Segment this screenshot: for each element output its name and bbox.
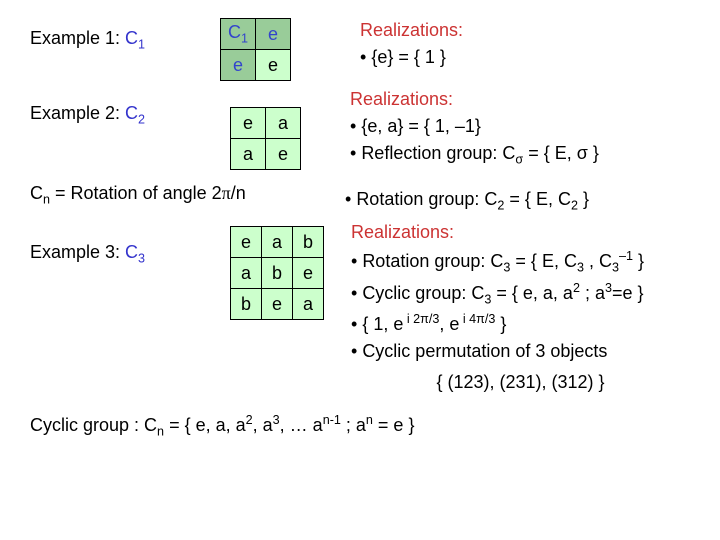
realization-item: Cyclic group: C3 = { e, a, a2 ; a3=e } [351, 281, 690, 307]
example-1-group: C1 [125, 28, 145, 48]
table-cell: e [231, 108, 266, 139]
table-cell: a [262, 227, 293, 258]
table-cell: C1 [221, 19, 256, 50]
cayley-table-c1: C1eee [220, 18, 291, 81]
cayley-table-c3: eababebea [230, 226, 324, 320]
realizations-title-2: Realizations: [350, 89, 690, 110]
realizations-list-2: {e, a} = { 1, –1} Reflection group: Cσ =… [350, 116, 690, 167]
rotation-definition: Cn = Rotation of angle 2π/n [30, 183, 246, 203]
example-3-group: C3 [125, 242, 145, 262]
example-1-prefix: Example 1: [30, 28, 125, 48]
realization-item: {e, a} = { 1, –1} [350, 116, 690, 137]
table-cell: a [293, 289, 324, 320]
realizations-title-3: Realizations: [351, 222, 690, 243]
rotation-bullet-list: Rotation group: C2 = { E, C2 } [345, 189, 690, 213]
table-cell: b [231, 289, 262, 320]
example-2-group: C2 [125, 103, 145, 123]
table-cell: a [231, 258, 262, 289]
realization-item: { 1, e i 2π/3, e i 4π/3 } [351, 312, 690, 335]
table-cell: a [231, 139, 266, 170]
example-2-prefix: Example 2: [30, 103, 125, 123]
permutation-set: { (123), (231), (312) } [351, 372, 690, 393]
realizations-list-3: Rotation group: C3 = { E, C3 , C3–1 } Cy… [351, 249, 690, 362]
realizations-title-1: Realizations: [360, 20, 690, 41]
table-cell: a [266, 108, 301, 139]
realization-item: Rotation group: C3 = { E, C3 , C3–1 } [351, 249, 690, 275]
example-3-label: Example 3: C3 [30, 242, 145, 262]
table-cell: e [262, 289, 293, 320]
realization-item: Reflection group: Cσ = { E, σ } [350, 143, 690, 167]
table-cell: e [256, 50, 291, 81]
table-cell: b [293, 227, 324, 258]
table-cell: b [262, 258, 293, 289]
table-cell: e [256, 19, 291, 50]
realizations-list-1: {e} = { 1 } [360, 47, 690, 68]
table-cell: e [231, 227, 262, 258]
example-2-label: Example 2: C2 [30, 103, 145, 123]
example-3-prefix: Example 3: [30, 242, 125, 262]
table-cell: e [293, 258, 324, 289]
realization-item: Rotation group: C2 = { E, C2 } [345, 189, 690, 213]
cyclic-group-definition: Cyclic group : Cn = { e, a, a2, a3, … an… [30, 413, 690, 439]
realization-item: {e} = { 1 } [360, 47, 690, 68]
table-cell: e [266, 139, 301, 170]
realization-item: Cyclic permutation of 3 objects [351, 341, 690, 362]
example-1-label: Example 1: C1 [30, 28, 145, 48]
cayley-table-c2: eaae [230, 107, 301, 170]
table-cell: e [221, 50, 256, 81]
